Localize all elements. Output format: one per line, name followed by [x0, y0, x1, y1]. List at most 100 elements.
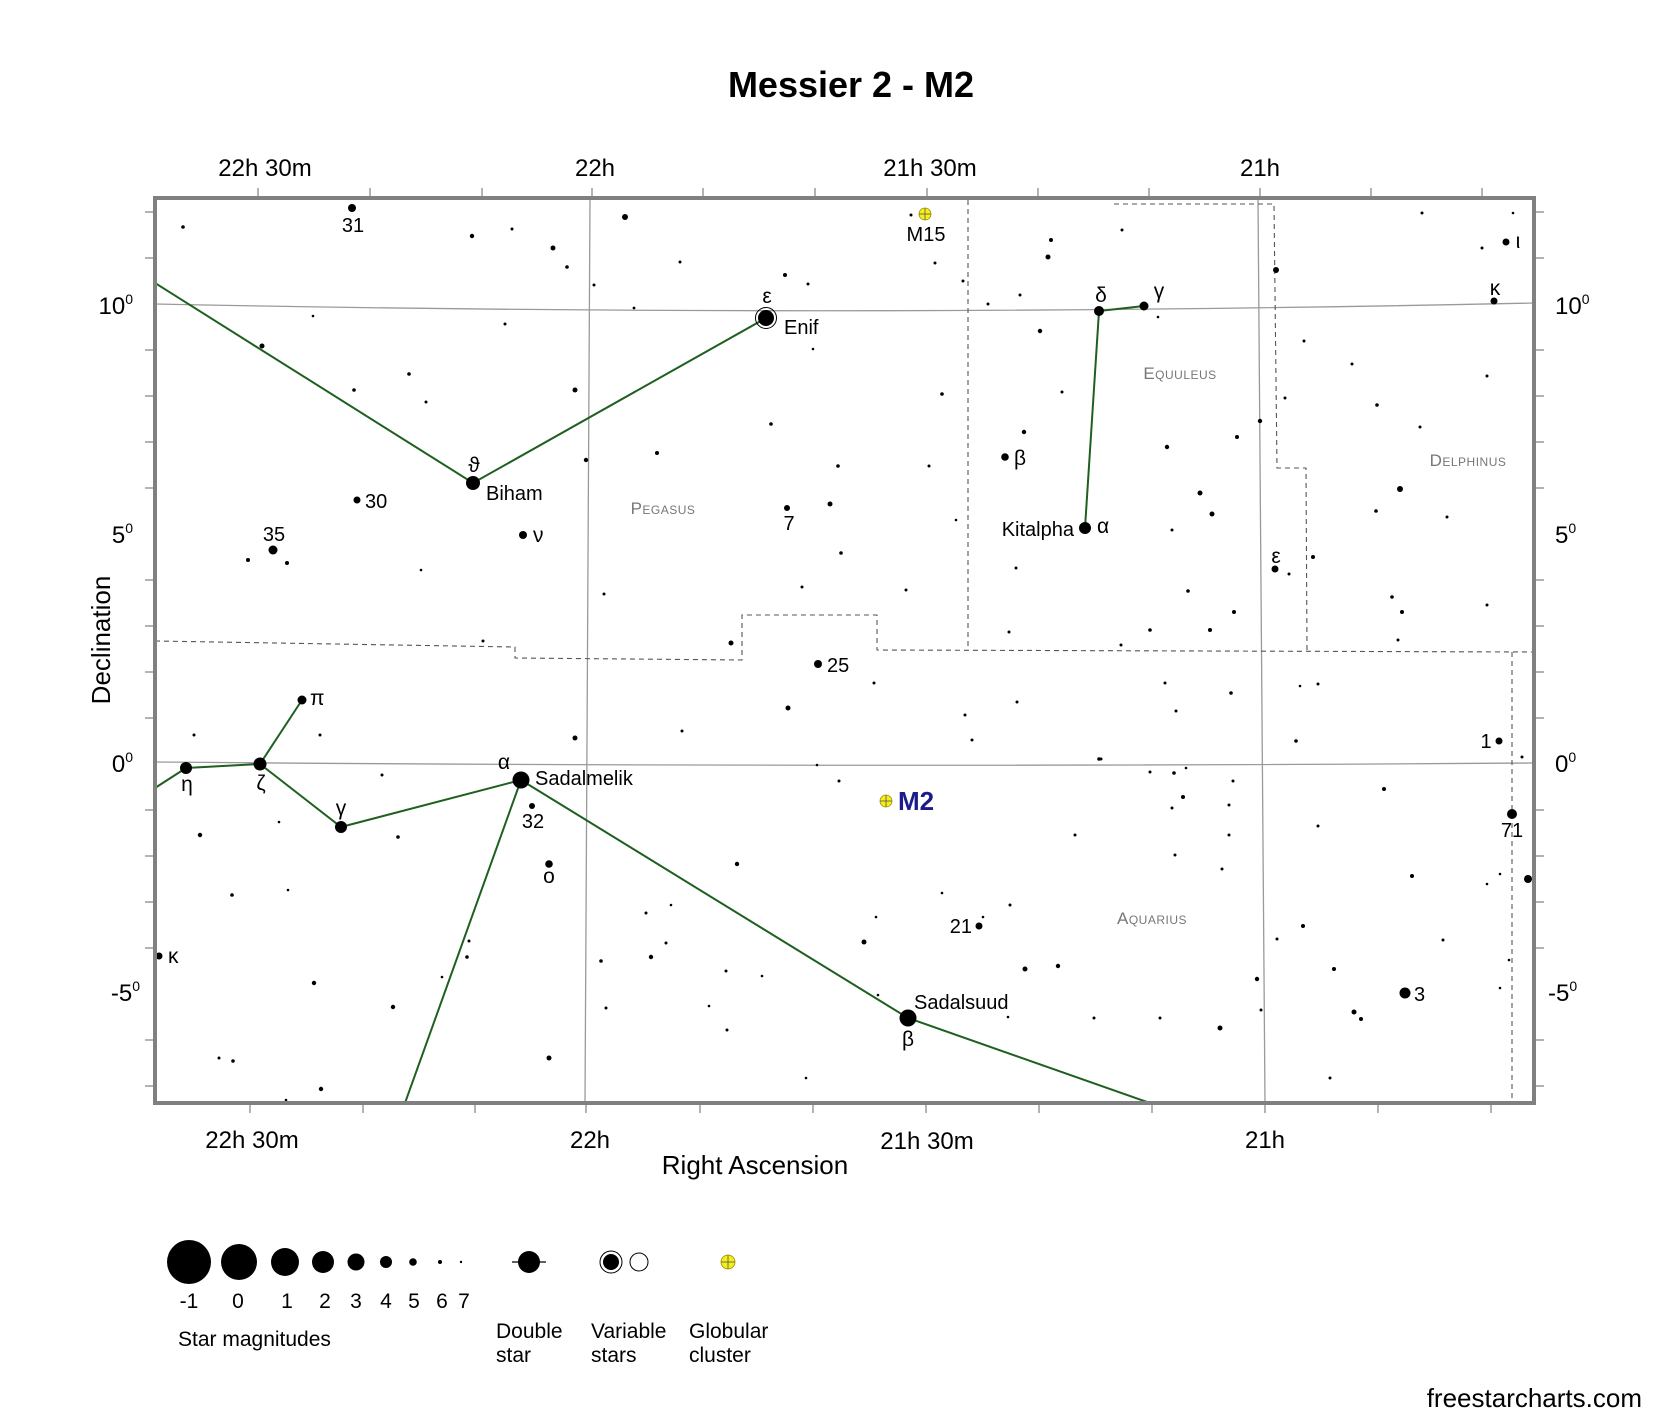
label-gamma-equ: γ — [1154, 280, 1165, 303]
legend-mag-4 — [380, 1256, 392, 1268]
constellation-lines — [155, 282, 1151, 1103]
star-35-peg — [268, 545, 278, 555]
star-kitalpha — [1079, 522, 1091, 534]
star-beta-equ — [1001, 453, 1009, 461]
label-iota-del: ι — [1516, 230, 1521, 253]
label-71: 71 — [1501, 820, 1523, 842]
credit-link[interactable]: freestarcharts.com — [1427, 1383, 1642, 1413]
star-biham — [466, 476, 480, 490]
constellation-aquarius: Aquarius — [1117, 909, 1187, 928]
label-delta-equ: δ — [1095, 284, 1107, 307]
constellation-delphinus: Delphinus — [1430, 451, 1507, 470]
star-enif — [758, 310, 774, 326]
label-nu-peg: ν — [533, 524, 544, 547]
ra-ticks — [249, 188, 1492, 1113]
chart-frame — [153, 196, 1536, 1105]
legend-mag-6 — [438, 1260, 442, 1264]
dec-left-label-5: 50 — [112, 520, 133, 549]
label-32: 32 — [522, 811, 544, 833]
star-7-equ — [784, 505, 790, 511]
label-gamma-aqr: γ — [336, 797, 347, 820]
legend-variable-star-faint-icon — [629, 1252, 649, 1272]
label-enif: Enif — [784, 317, 819, 339]
label-pi-aqr: π — [310, 687, 325, 710]
label-3: 3 — [1414, 984, 1425, 1006]
star-gamma-equ — [1139, 301, 1149, 311]
ra-top-label-21h: 21h — [1240, 155, 1280, 182]
label-alpha-equ: α — [1097, 515, 1109, 538]
star-71-aqr — [1507, 809, 1517, 819]
ra-bottom-label-2230: 22h 30m — [205, 1127, 298, 1154]
legend-magnitudes-caption: Star magnitudes — [178, 1328, 331, 1351]
pegasus-lines — [155, 282, 767, 485]
legend: -1 0 1 2 3 4 5 6 7 Star magnitudes Doubl… — [167, 1240, 768, 1367]
label-eps-peg: ε — [762, 285, 771, 308]
label-25: 25 — [827, 655, 849, 677]
label-eps-del: ε — [1271, 545, 1280, 568]
dec-left-label-minus5: -50 — [111, 978, 140, 1007]
constellation-boundaries — [155, 200, 1533, 1103]
legend-variable-star-icon — [603, 1254, 619, 1270]
label-zeta-aqr: ζ — [256, 772, 265, 795]
label-alpha-aqr: α — [498, 751, 510, 774]
constellation-equuleus: Equuleus — [1143, 364, 1216, 383]
legend-mag-label: 0 — [232, 1290, 244, 1313]
label-m15: M15 — [907, 224, 946, 246]
star-sadalmelik — [512, 771, 530, 789]
legend-globular-label-2: cluster — [689, 1344, 751, 1367]
ra-bottom-label-22h: 22h — [570, 1127, 610, 1154]
star-eps-del — [1271, 565, 1279, 573]
label-30: 30 — [365, 491, 387, 513]
ra-top-label-2230: 22h 30m — [218, 155, 311, 182]
legend-mag-7 — [459, 1260, 463, 1264]
bright-stars — [155, 204, 1532, 1027]
legend-mag-label: 3 — [350, 1290, 362, 1313]
label-kappa-aqr: κ — [168, 945, 179, 968]
legend-variable-star-ring — [599, 1250, 623, 1274]
label-31: 31 — [342, 215, 364, 237]
dec-ticks — [145, 211, 1544, 1087]
star-kappa-del — [1490, 297, 1498, 305]
x-axis-title: Right Ascension — [662, 1150, 848, 1180]
legend-mag-label: 5 — [408, 1290, 420, 1313]
legend-mag-3 — [347, 1253, 365, 1271]
legend-mag-0 — [221, 1244, 257, 1280]
legend-mag-5 — [409, 1258, 417, 1266]
constellation-pegasus: Pegasus — [631, 499, 696, 518]
dec-right-label-0: 00 — [1555, 749, 1576, 778]
ra-bottom-label-2130: 21h 30m — [880, 1128, 973, 1155]
legend-globular-cluster-icon — [720, 1254, 736, 1270]
legend-variable-label-1: Variable — [591, 1320, 667, 1343]
label-biham: Biham — [486, 483, 543, 505]
star-edge-aqr — [1524, 875, 1532, 883]
legend-globular-label-1: Globular — [689, 1320, 768, 1343]
legend-double-label-2: star — [496, 1344, 531, 1367]
boundary-equ-del — [1114, 203, 1308, 653]
star-delta-equ — [1094, 306, 1104, 316]
coordinate-grid — [155, 198, 1534, 1103]
legend-mag-label: 2 — [319, 1290, 331, 1313]
aquarius-line-zeta-gamma-alpha — [259, 763, 522, 829]
label-beta-equ: β — [1014, 447, 1026, 470]
star-nu-peg — [519, 531, 527, 539]
label-omicron-aqr: ο — [543, 865, 555, 888]
ra-top-label-2130: 21h 30m — [883, 155, 976, 182]
star-kappa-aqr — [155, 952, 163, 960]
legend-mag-2 — [312, 1251, 334, 1273]
legend-mag-label: 4 — [380, 1290, 392, 1313]
label-kitalpha: Kitalpha — [1002, 519, 1075, 541]
dec-left-label-0: 00 — [112, 749, 133, 778]
cluster-m15[interactable] — [918, 207, 932, 221]
aquarius-line-eta-zeta-pi — [155, 699, 303, 789]
legend-mag-label: -1 — [180, 1290, 199, 1313]
star-3-aqr — [1399, 987, 1411, 999]
legend-mag-label: 7 — [458, 1290, 470, 1313]
star-omicron-aqr — [545, 860, 553, 868]
label-sadalsuud: Sadalsuud — [914, 992, 1009, 1014]
cluster-m2[interactable] — [879, 794, 893, 808]
star-sadalsuud — [899, 1009, 917, 1027]
legend-mag-label: 1 — [281, 1290, 293, 1313]
legend-double-label-1: Double — [496, 1320, 563, 1343]
dec-left-label-10: 100 — [99, 291, 134, 320]
